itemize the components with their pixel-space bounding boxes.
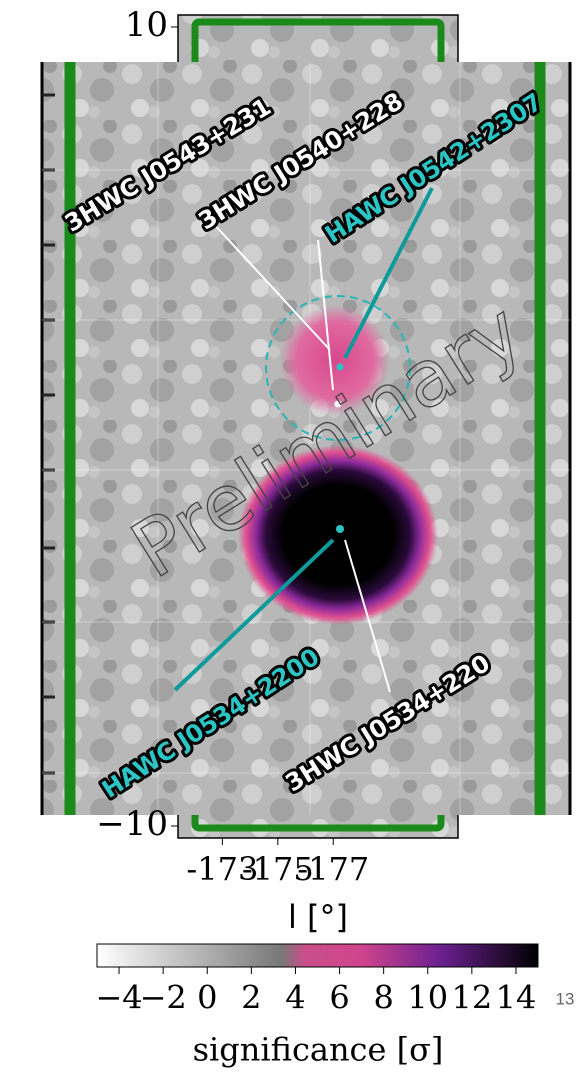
colorbar-tick-label: 14 (496, 979, 537, 1017)
colorbar (96, 943, 539, 968)
page-number: 13 (556, 989, 575, 1008)
x-tick-label: -175 (242, 850, 314, 888)
source (336, 363, 344, 371)
colorbar-tick-label: 2 (241, 979, 261, 1017)
y-tick-label: 10 (125, 5, 168, 45)
colorbar-tick-label: 4 (285, 979, 305, 1017)
overlay-panel (42, 62, 570, 815)
colorbar-tick-label: −2 (140, 979, 187, 1017)
colorbar-tick-label: 10 (407, 979, 448, 1017)
annotation-lines (173, 187, 434, 693)
colorbar-tick-label: −4 (95, 979, 142, 1017)
colorbar-label: significance [σ] (193, 1031, 444, 1069)
extent-circle (265, 295, 411, 441)
emission (280, 305, 390, 415)
x-tick-label: -177 (297, 850, 369, 888)
panel-ticks (42, 93, 55, 775)
colorbar-tick-label: 6 (329, 979, 349, 1017)
x-tick-label: -173 (186, 850, 258, 888)
x-axis-label: l [°] (288, 898, 348, 936)
source (336, 525, 344, 533)
colorbar-tick-label: 8 (373, 979, 393, 1017)
colorbar-tick-label: 12 (451, 979, 492, 1017)
source (334, 400, 342, 408)
colorbar-tick-label: 0 (197, 979, 217, 1017)
y-tick-label: −10 (96, 804, 168, 844)
